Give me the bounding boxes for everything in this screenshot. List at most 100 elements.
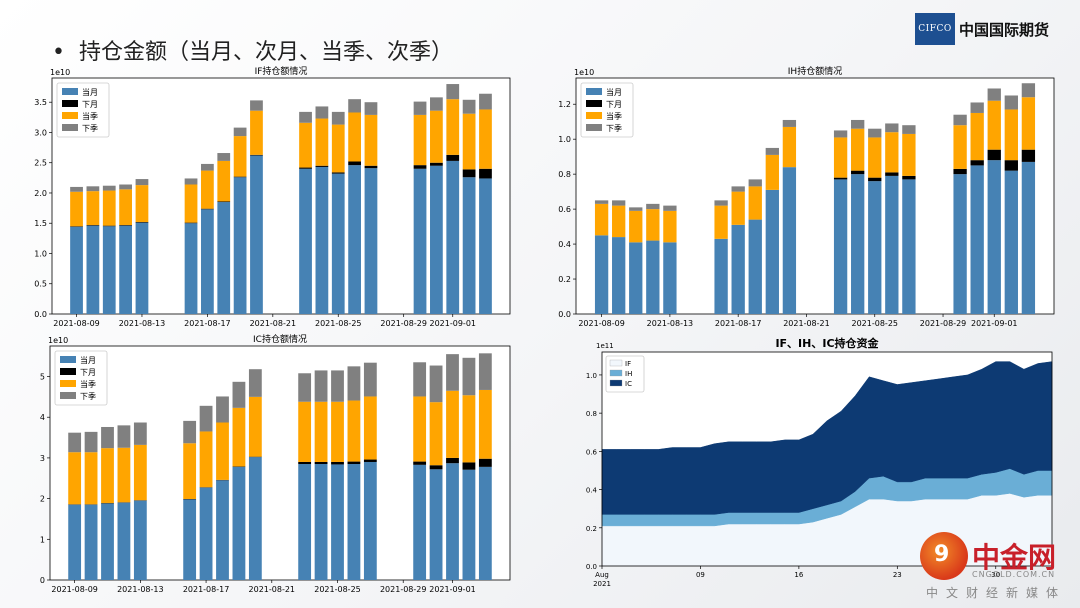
bar-segment: [135, 222, 149, 223]
company-logo: CIFCO 中国国际期货: [915, 10, 1075, 48]
bar-segment: [902, 175, 916, 180]
bar-segment: [885, 175, 899, 314]
bar-segment: [201, 209, 214, 314]
y-tick-label: 1.5: [34, 219, 47, 228]
bar-segment: [1004, 160, 1018, 171]
bar-segment: [70, 186, 83, 192]
chart-title: IH持仓额情况: [788, 65, 842, 77]
chart-ih: IH持仓额情况 1e10 0.0 0.2 0.4 0.6 0.8 1.0 1.2 2021-08-…: [558, 65, 1055, 328]
bar-segment: [315, 106, 329, 119]
bar-segment: [84, 431, 98, 453]
bar-segment: [413, 362, 427, 397]
legend-label: 当月: [80, 355, 96, 365]
bar-segment: [315, 118, 329, 166]
bar-segment: [833, 130, 848, 138]
bar-segment: [413, 114, 427, 166]
bar-segment: [331, 173, 345, 314]
bar-segment: [70, 191, 83, 227]
x-tick-label: 2021-08-21: [249, 585, 296, 594]
bar-segment: [646, 203, 660, 210]
bar-segment: [68, 432, 82, 453]
chart-legend: IF IH IC: [605, 355, 645, 393]
bar-segment: [479, 178, 492, 314]
bar-segment: [1021, 149, 1036, 162]
legend-box: [54, 350, 108, 406]
y-tick-label: 4: [40, 413, 45, 422]
bar-segment: [364, 114, 378, 166]
bar-segment: [117, 447, 131, 503]
x-tick-label: 30: [991, 571, 1000, 579]
legend-swatch: [586, 112, 602, 119]
legend-box: [580, 82, 634, 138]
bar-segment: [199, 431, 213, 488]
bar-segment: [364, 165, 378, 169]
bar-segment: [298, 464, 312, 580]
bar-segment: [413, 168, 427, 314]
y-tick-label: 0.5: [34, 280, 47, 289]
bar-segment: [748, 219, 762, 314]
x-tick-label: 23: [893, 571, 902, 579]
slide-title: • 持仓金额（当月、次月、当季、次季）: [52, 34, 453, 66]
legend-label: 下季: [82, 123, 98, 133]
bar-segment: [331, 464, 344, 580]
y-tick-label: 3.0: [34, 128, 47, 137]
x-tick-label: Aug 2021: [593, 571, 611, 588]
bar-segment: [184, 178, 198, 185]
bar-segment: [714, 238, 728, 314]
bar-segment: [133, 422, 147, 445]
bar-segment: [663, 210, 677, 243]
legend-label: 下月: [80, 368, 96, 377]
watermark: 9 中金网 CNGOLD.COM.CN 中文财经新媒体: [920, 532, 1080, 608]
bar-segment: [363, 461, 377, 580]
y-tick-label: 0.6: [558, 205, 571, 214]
chart-if-panel: IF持仓额情况 1e10 0.0 0.5 1.0 1.5 2.0 2.5 3.0 3.5 2021-…: [20, 64, 538, 330]
bar-segment: [250, 155, 263, 314]
legend-swatch: [62, 100, 78, 107]
bar-segment: [446, 84, 460, 100]
legend-swatch: [62, 112, 78, 119]
bar-segment: [363, 362, 377, 397]
bar-segment: [731, 191, 745, 225]
bar-segment: [479, 168, 492, 179]
legend-swatch: [609, 359, 623, 367]
legend-swatch: [609, 379, 623, 387]
bar-segment: [201, 208, 214, 210]
bar-segment: [953, 125, 967, 169]
bar-segment: [119, 225, 132, 314]
bar-segment: [314, 401, 328, 462]
bar-segment: [86, 225, 100, 314]
watermark-name: 中金网: [972, 541, 1057, 574]
bar-segment: [250, 100, 263, 111]
legend-swatch: [60, 356, 76, 363]
bar-segment: [833, 137, 848, 178]
x-tick-label-line: 2021: [593, 580, 611, 588]
bar-segment: [663, 205, 677, 211]
x-tick-label: 2021-08-17: [184, 319, 231, 328]
x-tick-label: 16: [794, 571, 803, 579]
bar-segment: [216, 480, 229, 580]
bar-segment: [102, 225, 116, 227]
bar-segment: [233, 136, 247, 177]
bar-segment: [479, 93, 492, 110]
bar-segment: [331, 461, 344, 465]
bar-segment: [331, 172, 345, 174]
bar-segment: [315, 165, 329, 167]
bar-segment: [953, 114, 967, 126]
bar-segment: [714, 200, 728, 206]
bar-segment: [970, 165, 984, 314]
bar-segment: [663, 242, 677, 314]
bar-segment: [68, 504, 82, 580]
legend-label: 当季: [82, 111, 98, 121]
x-tick-label: 2021-08-21: [783, 319, 830, 328]
bar-segment: [201, 163, 214, 171]
x-tick-label: 2021-08-29: [380, 319, 427, 328]
bar-segment: [446, 390, 459, 458]
y-tick-label: 1.0: [586, 372, 597, 380]
legend-label: 当月: [606, 87, 622, 97]
bar-segment: [446, 463, 459, 580]
legend-swatch: [60, 380, 76, 387]
bar-segment: [199, 405, 213, 432]
bar-segment: [430, 165, 443, 314]
